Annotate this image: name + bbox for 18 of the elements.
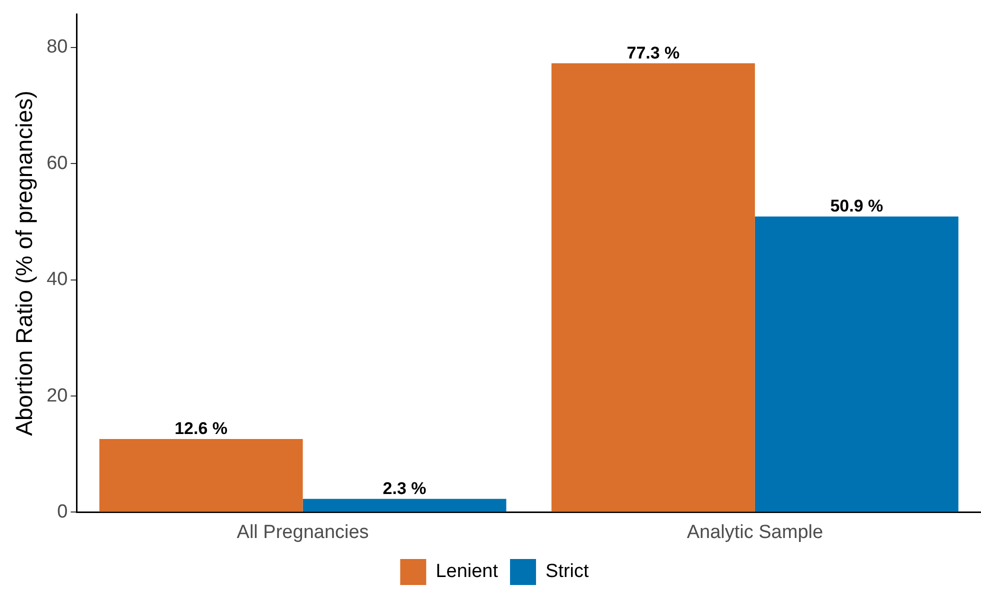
legend-label: Strict	[546, 561, 590, 582]
y-tick-label: 0	[57, 501, 68, 522]
data-label: 77.3 %	[626, 43, 680, 62]
data-label: 12.6 %	[174, 419, 228, 438]
y-tick-label: 80	[46, 36, 68, 58]
x-tick-label: Analytic Sample	[686, 522, 824, 543]
bar	[754, 216, 958, 512]
data-label: 50.9 %	[830, 196, 884, 216]
bar	[302, 498, 506, 512]
bar	[99, 439, 303, 512]
y-tick-label: 20	[46, 385, 68, 406]
bar	[551, 63, 755, 512]
data-label: 2.3 %	[382, 479, 426, 498]
y-tick-label: 40	[46, 269, 68, 290]
y-tick-label: 60	[46, 152, 68, 174]
legend-label: Lenient	[436, 561, 499, 582]
x-tick-label: All Pregnancies	[236, 522, 369, 543]
y-axis-title: Abortion Ratio (% of pregnancies)	[11, 90, 38, 436]
